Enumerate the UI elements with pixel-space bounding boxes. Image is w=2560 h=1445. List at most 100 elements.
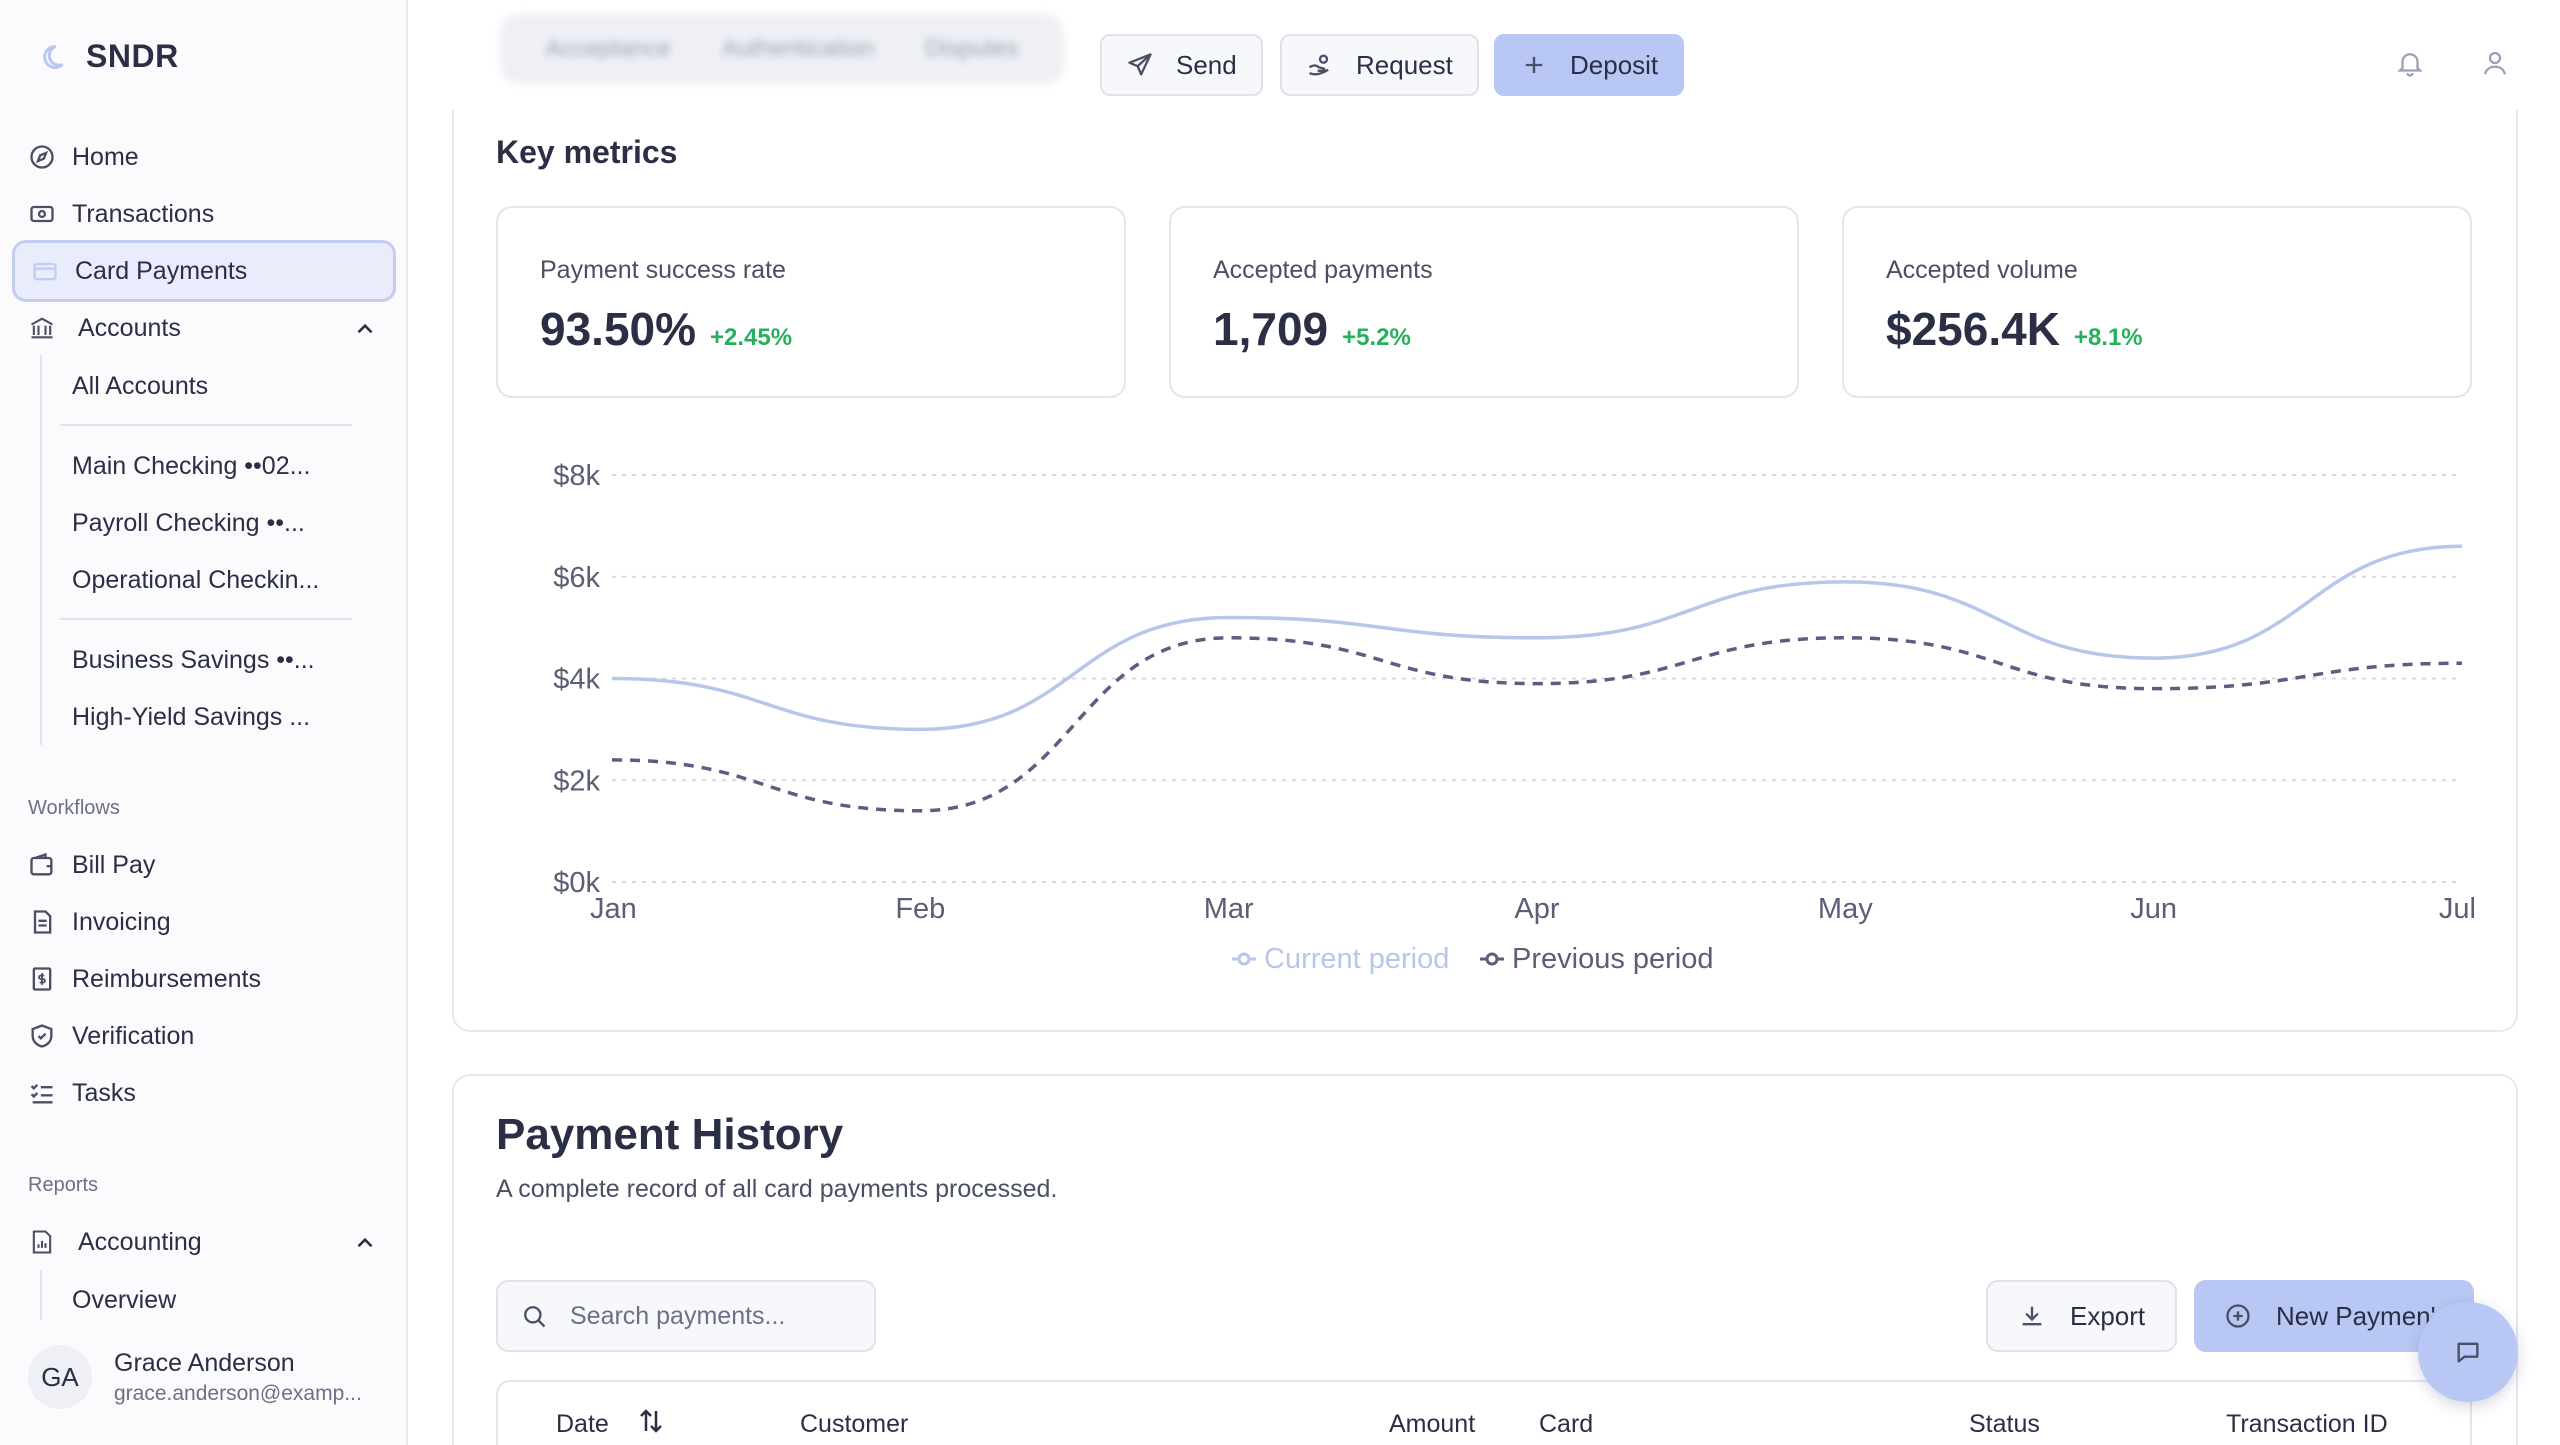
tab-authentication[interactable]: Authentication bbox=[721, 35, 875, 62]
account-main-checking[interactable]: Main Checking ••02... bbox=[72, 452, 311, 480]
bell-icon[interactable] bbox=[2395, 48, 2425, 78]
send-button[interactable]: Send bbox=[1100, 34, 1263, 96]
search-icon bbox=[520, 1302, 548, 1330]
deposit-label: Deposit bbox=[1570, 49, 1659, 80]
nav-transactions[interactable]: Transactions bbox=[12, 184, 396, 244]
account-high-yield-savings[interactable]: High-Yield Savings ... bbox=[72, 703, 311, 731]
account-operational-checking[interactable]: Operational Checkin... bbox=[72, 566, 320, 594]
divider bbox=[60, 424, 352, 426]
metric-card-accepted-volume: Accepted volume $256.4K +8.1% bbox=[1842, 206, 2472, 398]
nav-home[interactable]: Home bbox=[12, 127, 396, 187]
deposit-button[interactable]: Deposit bbox=[1494, 34, 1685, 96]
export-button[interactable]: Export bbox=[1986, 1280, 2178, 1352]
metric-value-text: 1,709 bbox=[1213, 303, 1329, 355]
checklist-icon bbox=[28, 1079, 56, 1107]
tab-bar[interactable]: Acceptance Authentication Disputes bbox=[500, 14, 1064, 84]
payment-history-subtitle: A complete record of all card payments p… bbox=[496, 1175, 1058, 1203]
hand-coin-icon bbox=[1306, 51, 1334, 79]
accounting-tree-line bbox=[40, 1270, 42, 1320]
download-icon bbox=[2018, 1302, 2046, 1330]
search-placeholder: Search payments... bbox=[570, 1301, 786, 1330]
column-card[interactable]: Card bbox=[1539, 1410, 1594, 1438]
metric-label: Payment success rate bbox=[540, 256, 786, 284]
payments-table-header: Date Customer Amount Card Status Transac… bbox=[496, 1380, 2472, 1445]
metric-delta: +8.1% bbox=[2073, 324, 2143, 351]
nav-verification[interactable]: Verification bbox=[12, 1006, 396, 1066]
sort-icon[interactable] bbox=[636, 1406, 666, 1443]
nav-bill-pay-label: Bill Pay bbox=[72, 850, 156, 879]
chevron-up-icon[interactable] bbox=[352, 316, 378, 342]
new-payment-label: New Paymen' bbox=[2276, 1300, 2436, 1331]
x-tick-label: Feb bbox=[895, 893, 945, 925]
export-label: Export bbox=[2070, 1300, 2146, 1331]
avatar: GA bbox=[28, 1345, 92, 1409]
moon-logo-icon bbox=[38, 43, 66, 71]
y-tick-label: $2k bbox=[553, 765, 600, 797]
legend-marker-dot bbox=[1485, 952, 1499, 966]
user-icon[interactable] bbox=[2480, 48, 2510, 78]
legend-label: Previous period bbox=[1512, 943, 1714, 975]
account-business-savings[interactable]: Business Savings ••... bbox=[72, 646, 315, 674]
column-status[interactable]: Status bbox=[1969, 1410, 2040, 1438]
y-tick-label: $8k bbox=[553, 460, 600, 492]
compass-icon bbox=[28, 143, 56, 171]
metric-label: Accepted payments bbox=[1213, 256, 1433, 284]
column-customer[interactable]: Customer bbox=[800, 1410, 909, 1438]
accounting-overview[interactable]: Overview bbox=[72, 1286, 177, 1314]
legend-label: Current period bbox=[1264, 943, 1449, 975]
workflows-section-label: Workflows bbox=[28, 797, 120, 819]
chat-button[interactable] bbox=[2418, 1302, 2518, 1402]
column-date[interactable]: Date bbox=[556, 1410, 609, 1438]
user-name: Grace Anderson bbox=[114, 1348, 295, 1377]
key-metrics-title: Key metrics bbox=[496, 134, 678, 170]
account-all[interactable]: All Accounts bbox=[72, 372, 209, 400]
metric-delta: +5.2% bbox=[1342, 324, 1411, 351]
nav-tasks-label: Tasks bbox=[72, 1078, 136, 1107]
shield-check-icon bbox=[28, 1022, 56, 1050]
metric-value: $256.4K +8.1% bbox=[1886, 302, 2143, 356]
series-line-current-period bbox=[611, 544, 2463, 732]
nav-invoicing[interactable]: Invoicing bbox=[12, 892, 396, 952]
nav-bill-pay[interactable]: Bill Pay bbox=[12, 835, 396, 895]
tab-disputes[interactable]: Disputes bbox=[925, 35, 1019, 62]
metric-value: 93.50% +2.45% bbox=[540, 302, 792, 356]
column-amount[interactable]: Amount bbox=[1389, 1410, 1476, 1438]
payment-history-title: Payment History bbox=[496, 1110, 844, 1159]
nav-tasks[interactable]: Tasks bbox=[12, 1063, 396, 1123]
metric-delta: +2.45% bbox=[710, 324, 793, 351]
nav-card-payments-label: Card Payments bbox=[75, 256, 248, 285]
receipt-dollar-icon bbox=[28, 965, 56, 993]
column-transaction-id[interactable]: Transaction ID bbox=[2226, 1410, 2388, 1438]
series-line-previous-period bbox=[611, 636, 2463, 813]
nav-accounting[interactable]: Accounting bbox=[12, 1212, 396, 1272]
y-tick-label: $0k bbox=[553, 867, 600, 899]
nav-transactions-label: Transactions bbox=[72, 199, 215, 228]
nav-card-payments[interactable]: Card Payments bbox=[12, 240, 396, 302]
bank-icon bbox=[28, 314, 56, 342]
chevron-up-icon[interactable] bbox=[352, 1230, 378, 1256]
metric-value-text: 93.50% bbox=[540, 303, 697, 355]
brand[interactable]: SNDR bbox=[38, 38, 179, 75]
document-icon bbox=[28, 908, 56, 936]
accounts-tree-line bbox=[40, 355, 42, 745]
metric-card-accepted-payments: Accepted payments 1,709 +5.2% bbox=[1169, 206, 1799, 398]
request-button[interactable]: Request bbox=[1280, 34, 1479, 96]
tab-acceptance[interactable]: Acceptance bbox=[545, 35, 671, 62]
send-icon bbox=[1126, 51, 1154, 79]
new-payment-button[interactable]: New Paymen' bbox=[2194, 1280, 2474, 1352]
nav-accounts[interactable]: Accounts bbox=[12, 298, 396, 358]
search-input[interactable]: Search payments... bbox=[496, 1280, 876, 1352]
nav-accounting-label: Accounting bbox=[78, 1227, 202, 1256]
user-profile[interactable]: GA Grace Anderson grace.anderson@examp..… bbox=[28, 1345, 362, 1409]
nav-reimbursements-label: Reimbursements bbox=[72, 964, 261, 993]
brand-name: SNDR bbox=[86, 38, 179, 74]
nav-reimbursements[interactable]: Reimbursements bbox=[12, 949, 396, 1009]
account-payroll-checking[interactable]: Payroll Checking ••... bbox=[72, 509, 305, 537]
top-bar: Acceptance Authentication Disputes Send … bbox=[410, 0, 2560, 130]
y-tick-label: $4k bbox=[553, 664, 600, 696]
plus-circle-icon bbox=[2224, 1302, 2252, 1330]
y-tick-label: $6k bbox=[553, 562, 600, 594]
nav-invoicing-label: Invoicing bbox=[72, 907, 171, 936]
nav-home-label: Home bbox=[72, 142, 139, 171]
divider bbox=[60, 618, 352, 620]
